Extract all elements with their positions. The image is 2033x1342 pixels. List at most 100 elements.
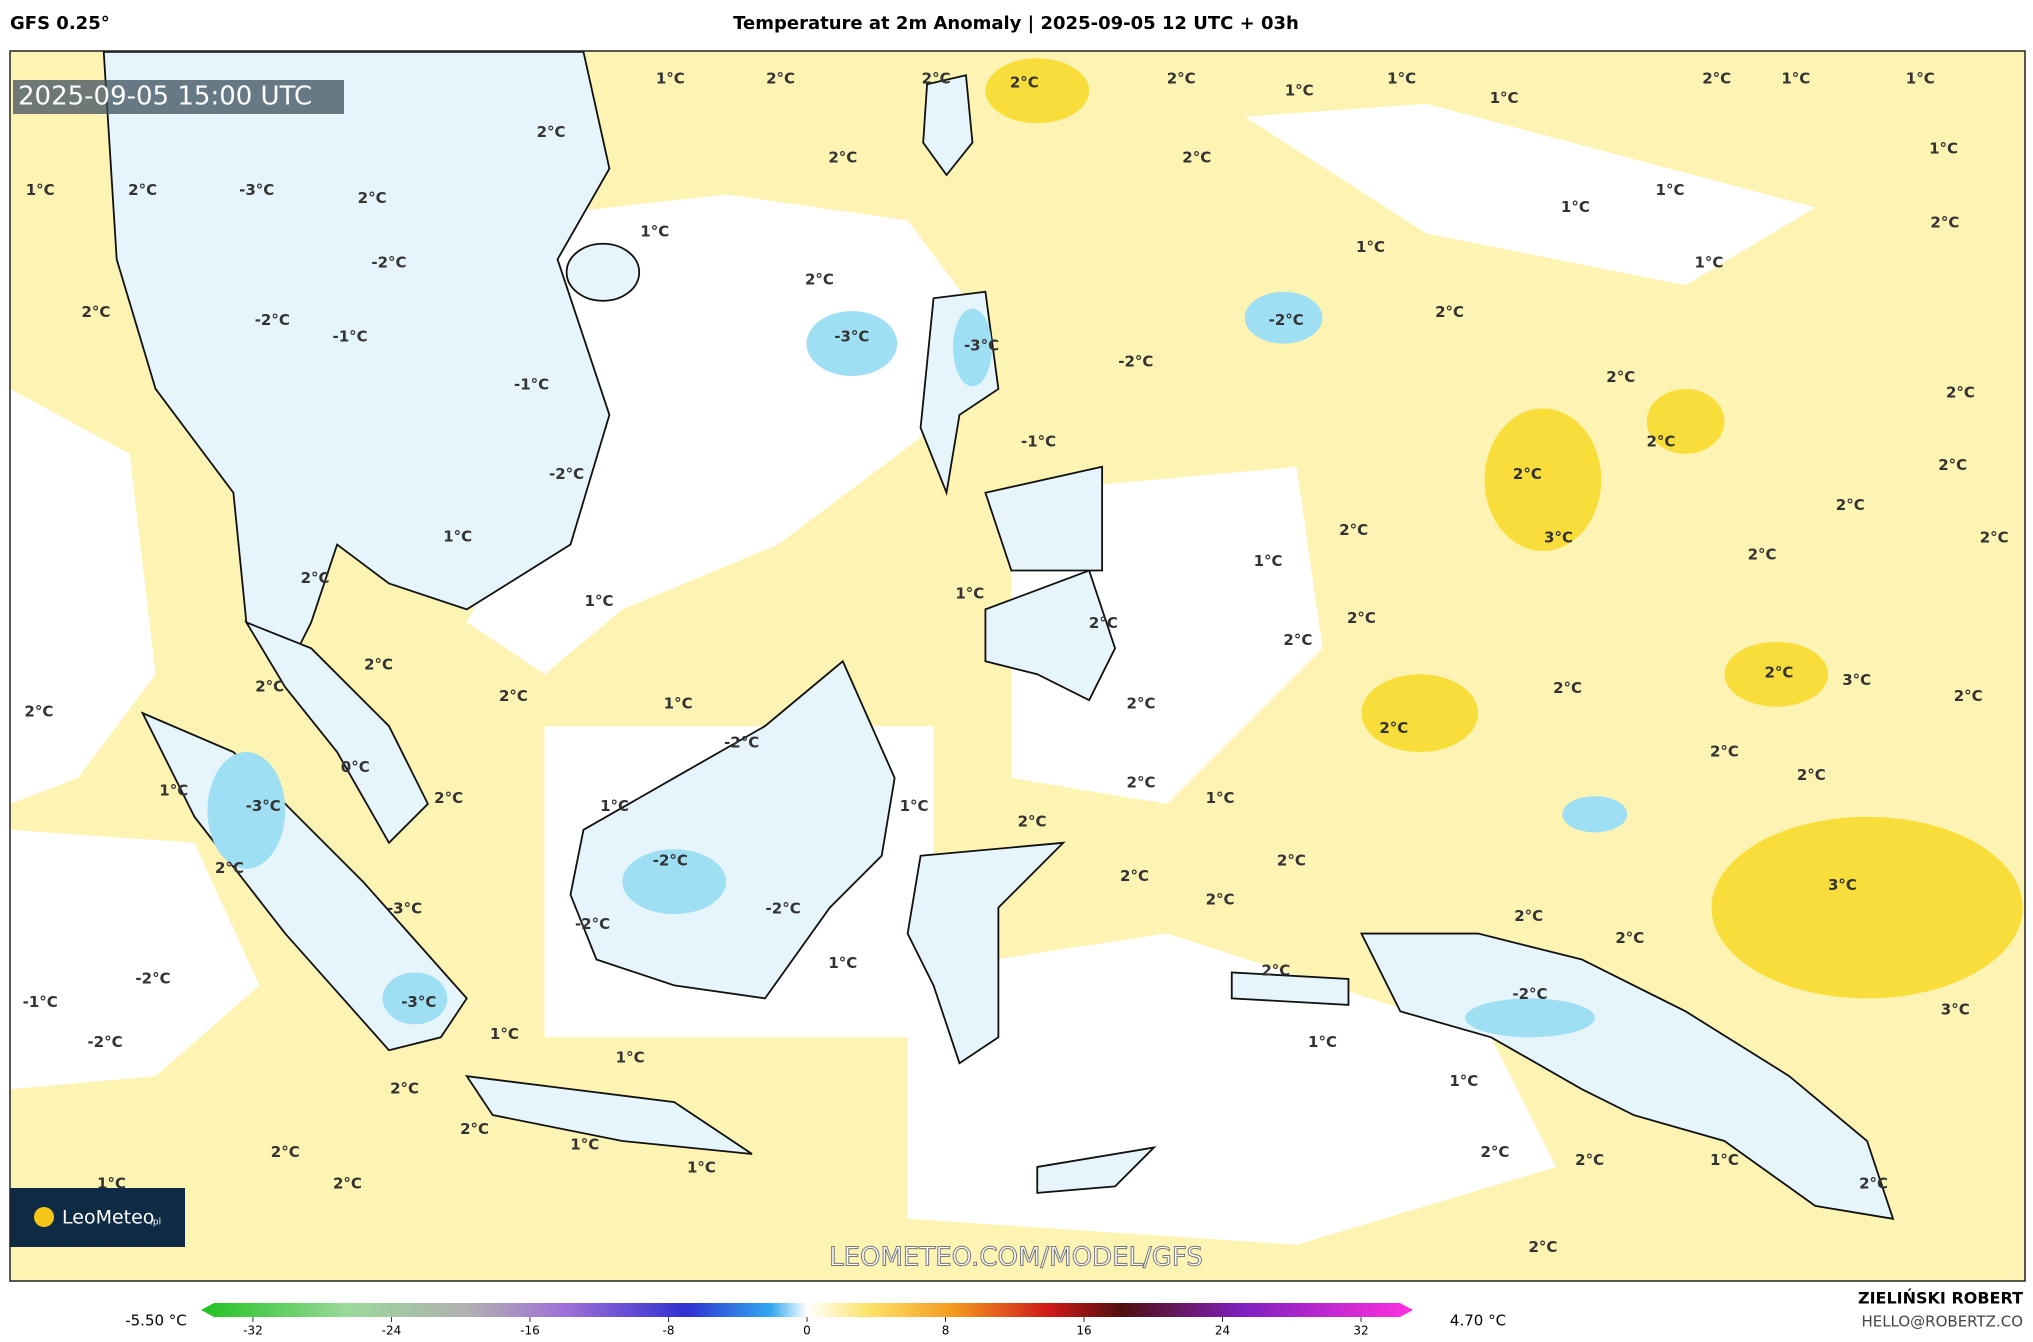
model-name: GFS 0.25° — [10, 13, 110, 34]
contour-label: 2°C — [1379, 719, 1408, 737]
contour-label: -2°C — [87, 1033, 122, 1051]
contour-label: 2°C — [215, 859, 244, 877]
contour-label: 1°C — [1449, 1072, 1478, 1090]
contour-label: -2°C — [1512, 985, 1547, 1003]
contour-label: 2°C — [1938, 456, 1967, 474]
contour-label: 1°C — [26, 181, 55, 199]
contour-label: -1°C — [514, 376, 549, 394]
contour-label: 1°C — [900, 797, 929, 815]
logo-name: LeoMeteo — [62, 1207, 154, 1229]
contour-label: 1°C — [97, 1174, 126, 1192]
contour-label: 1°C — [443, 527, 472, 545]
contour-label: 1°C — [1206, 789, 1235, 807]
contour-label: 2°C — [1277, 851, 1306, 869]
contour-label: 0°C — [341, 758, 370, 776]
contour-label: 2°C — [1513, 465, 1542, 483]
logo-suffix: .pl — [150, 1218, 161, 1228]
contour-label: 1°C — [1781, 70, 1810, 88]
contour-label: 2°C — [1980, 529, 2009, 547]
author: ZIELIŃSKI ROBERT — [1858, 1289, 2023, 1308]
contour-label: 2°C — [1018, 813, 1047, 831]
watermark: LEOMETEO.COM/MODEL/GFS — [829, 1243, 1203, 1273]
colorbar-max: 4.70 °C — [1450, 1312, 1506, 1330]
contour-label: 2°C — [1514, 907, 1543, 925]
contour-label: 2°C — [1575, 1151, 1604, 1169]
contour-label: 1°C — [1561, 198, 1590, 216]
contour-label: 2°C — [1435, 303, 1464, 321]
colorbar-tick-label: 24 — [1215, 1324, 1230, 1338]
contour-label: 1°C — [1906, 70, 1935, 88]
contour-label: 3°C — [1544, 529, 1573, 547]
contour-label: 2°C — [1606, 368, 1635, 386]
contour-label: 1°C — [585, 592, 614, 610]
contour-label: 2°C — [81, 303, 110, 321]
contour-label: 2°C — [434, 789, 463, 807]
contour-label: 2°C — [1946, 383, 1975, 401]
contour-label: 2°C — [1930, 214, 1959, 232]
contour-label: -3°C — [387, 899, 422, 917]
colorbar-tick-label: 8 — [942, 1324, 950, 1338]
contour-label: 2°C — [1702, 70, 1731, 88]
contour-label: -2°C — [766, 899, 801, 917]
contour-label: 2°C — [1859, 1174, 1888, 1192]
contour-label: 2°C — [1481, 1143, 1510, 1161]
contour-label: 1°C — [1694, 254, 1723, 272]
colorbar-tick-label: -8 — [663, 1324, 675, 1338]
contour-label: 1°C — [570, 1135, 599, 1153]
contour-label: 2°C — [1646, 433, 1675, 451]
contour-label: 2°C — [1347, 609, 1376, 627]
title: Temperature at 2m Anomaly | 2025-09-05 1… — [733, 13, 1299, 34]
contour-label: -2°C — [724, 733, 759, 751]
contour-label: 1°C — [1356, 238, 1385, 256]
timestamp: 2025-09-05 15:00 UTC — [18, 82, 312, 112]
contour-label: 2°C — [1710, 743, 1739, 761]
contour-label: 1°C — [955, 584, 984, 602]
colorbar-min: -5.50 °C — [125, 1312, 187, 1330]
contour-label: 2°C — [805, 271, 834, 289]
contour-label: -2°C — [575, 915, 610, 933]
contour-label: 2°C — [499, 687, 528, 705]
logo-sun — [34, 1207, 54, 1227]
contour-label: 2°C — [766, 70, 795, 88]
contour-label: 1°C — [1490, 89, 1519, 107]
contour-label: 2°C — [1167, 70, 1196, 88]
colorbar-tick-label: 32 — [1353, 1324, 1368, 1338]
contour-label: 2°C — [537, 123, 566, 141]
contour-label: -3°C — [964, 337, 999, 355]
contour-label: 2°C — [333, 1174, 362, 1192]
contour-label: 2°C — [128, 181, 157, 199]
contour-label: 3°C — [1842, 671, 1871, 689]
contour-label: 1°C — [600, 797, 629, 815]
contour-label: 1°C — [1285, 81, 1314, 99]
contour-label: 2°C — [1283, 631, 1312, 649]
contour-label: 2°C — [1615, 929, 1644, 947]
contour-label: 1°C — [490, 1025, 519, 1043]
contour-label: 2°C — [1954, 687, 1983, 705]
contour-label: 2°C — [1528, 1238, 1557, 1256]
contour-label: -1°C — [1021, 433, 1056, 451]
contour-label: 3°C — [1828, 876, 1857, 894]
contour-label: 1°C — [1656, 181, 1685, 199]
contour-label: 2°C — [922, 70, 951, 88]
contour-label: -3°C — [401, 993, 436, 1011]
contour-label: 2°C — [255, 678, 284, 696]
contour-label: 2°C — [24, 702, 53, 720]
contour-label: -2°C — [255, 311, 290, 329]
contour-label: 1°C — [664, 695, 693, 713]
colorbar-tick-label: 16 — [1076, 1324, 1091, 1338]
contour-label: 1°C — [1387, 70, 1416, 88]
contour-label: 1°C — [159, 781, 188, 799]
map-shapes — [10, 51, 2023, 1245]
contour-label: 2°C — [1339, 521, 1368, 539]
colorbar — [201, 1303, 1413, 1317]
contour-label: 2°C — [364, 656, 393, 674]
contour-label: -3°C — [834, 328, 869, 346]
contour-label: -1°C — [332, 328, 367, 346]
contour-label: 2°C — [301, 569, 330, 587]
contour-label: 2°C — [1797, 766, 1826, 784]
map: 1°C 2°C 2°C 2°C 2°C 1°C 1°C 1°C 2°C 1°C 1°C 2°C 2°C 2… — [10, 51, 2025, 1281]
contour-label: -2°C — [549, 465, 584, 483]
contour-label: 1°C — [1254, 552, 1283, 570]
contour-label: 2°C — [1261, 962, 1290, 980]
